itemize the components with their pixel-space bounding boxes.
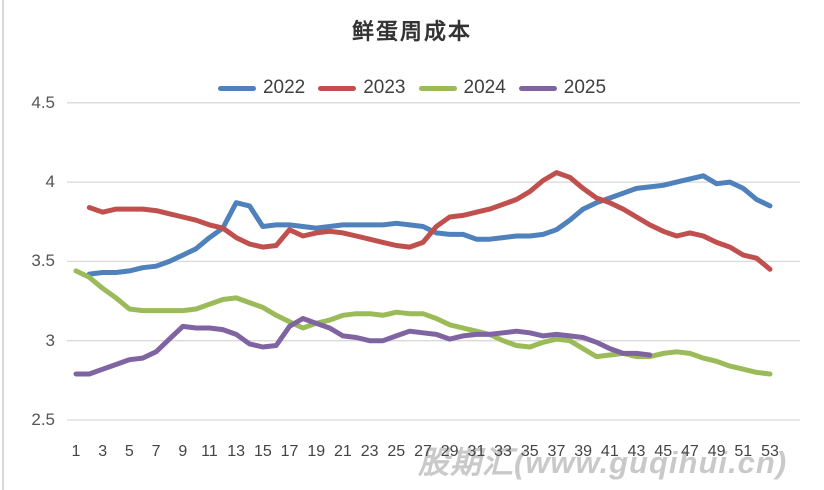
x-tick-label-23: 23 — [360, 443, 379, 460]
x-tick-label-49: 49 — [707, 443, 726, 460]
legend-item-2023: 2023 — [318, 77, 406, 99]
legend-label-2024: 2024 — [463, 77, 506, 98]
x-tick-label-31: 31 — [467, 443, 486, 460]
legend-label-2023: 2023 — [363, 77, 406, 98]
x-tick-label-47: 47 — [681, 443, 699, 460]
legend-swatch-2022 — [217, 85, 256, 91]
legend-swatch-2024 — [418, 85, 457, 91]
x-tick-label-41: 41 — [600, 443, 619, 460]
series-line-2025 — [73, 316, 653, 377]
y-tick-label-3: 3 — [45, 330, 55, 350]
x-tick-label-7: 7 — [151, 443, 161, 460]
x-tick-label-1: 1 — [71, 443, 81, 460]
x-tick-label-17: 17 — [280, 443, 299, 460]
series-line-2024 — [73, 268, 773, 377]
chart-legend: 2022 2023 2024 2025 — [0, 76, 824, 100]
x-tick-label-15: 15 — [253, 443, 272, 460]
x-tick-label-9: 9 — [178, 443, 188, 460]
series-line-2022 — [86, 173, 773, 277]
x-tick-label-21: 21 — [334, 443, 352, 460]
x-tick-label-3: 3 — [98, 443, 108, 460]
x-tick-label-5: 5 — [124, 443, 134, 460]
legend-item-2022: 2022 — [217, 77, 306, 99]
legend-label-2022: 2022 — [262, 77, 306, 98]
x-tick-label-33: 33 — [494, 443, 512, 460]
x-tick-label-19: 19 — [307, 443, 326, 460]
legend-swatch-2025 — [518, 85, 557, 91]
chart-left-border — [2, 0, 4, 490]
legend-label-2025: 2025 — [563, 77, 607, 98]
y-tick-label-4.5: 4.5 — [31, 92, 55, 112]
watermark: 股期汇(www.guqihui.cn) — [418, 445, 788, 480]
x-tick-label-35: 35 — [520, 443, 539, 460]
series-line-2023 — [86, 170, 773, 272]
x-tick-label-27: 27 — [414, 443, 432, 460]
y-tick-label-4: 4 — [45, 172, 55, 192]
chart-title: 鲜蛋周成本 — [351, 19, 472, 44]
x-tick-label-53: 53 — [761, 443, 779, 460]
legend-item-2025: 2025 — [518, 77, 607, 99]
x-tick-label-37: 37 — [547, 443, 566, 460]
x-tick-label-29: 29 — [440, 443, 459, 460]
y-tick-label-3.5: 3.5 — [31, 251, 55, 271]
x-tick-label-43: 43 — [627, 443, 646, 460]
y-tick-label-2.5: 2.5 — [31, 410, 55, 429]
x-tick-label-51: 51 — [734, 443, 753, 460]
x-tick-label-39: 39 — [574, 443, 593, 460]
legend-swatch-2023 — [318, 85, 357, 91]
x-tick-label-11: 11 — [201, 443, 218, 460]
x-tick-label-45: 45 — [654, 443, 673, 460]
x-tick-label-13: 13 — [227, 443, 246, 460]
legend-item-2024: 2024 — [418, 77, 506, 99]
x-tick-label-25: 25 — [387, 443, 406, 460]
